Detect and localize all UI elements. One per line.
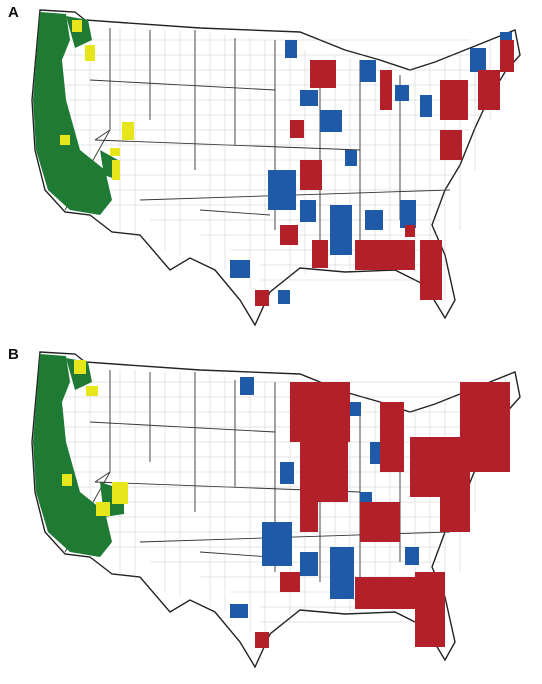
blue-regions [230, 377, 419, 618]
panel-label-b: B [8, 346, 19, 363]
red-regions [255, 382, 510, 648]
map-panel-a: A [8, 4, 521, 327]
yellow-regions [60, 20, 134, 180]
us-county-map-a [31, 9, 521, 327]
yellow-regions [62, 360, 128, 516]
panel-label-a: A [8, 4, 19, 21]
us-county-map-b [31, 351, 521, 669]
red-regions [255, 40, 514, 306]
blue-regions [230, 32, 512, 304]
map-panel-b: B [0, 342, 542, 684]
